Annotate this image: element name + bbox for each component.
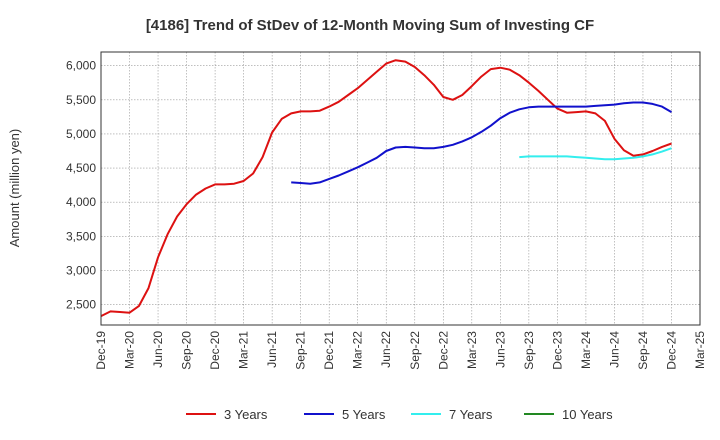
y-tick-label: 4,000 xyxy=(66,195,96,209)
x-tick-label: Dec-19 xyxy=(94,331,108,370)
series-line-3-years xyxy=(100,59,672,317)
legend-label: 10 Years xyxy=(562,407,613,422)
x-tick-label: Dec-20 xyxy=(208,331,222,370)
x-tick-label: Mar-21 xyxy=(237,331,251,369)
x-tick-label: Jun-20 xyxy=(151,331,165,368)
x-axis-ticks: Dec-19 Mar-20 Jun-20 Sep-20 Dec-20 Mar-21 Jun-… xyxy=(94,331,707,370)
x-tick-label: Dec-21 xyxy=(322,331,336,370)
x-tick-label: Sep-23 xyxy=(522,331,536,370)
legend: 3 Years 5 Years 7 Years 10 Years xyxy=(186,407,613,422)
legend-label: 3 Years xyxy=(224,407,268,422)
x-tick-label: Jun-22 xyxy=(379,331,393,368)
y-tick-label: 5,500 xyxy=(66,93,96,107)
y-tick-label: 4,500 xyxy=(66,161,96,175)
x-tick-label: Sep-22 xyxy=(408,331,422,370)
x-tick-label: Sep-20 xyxy=(180,331,194,370)
grid xyxy=(100,52,701,325)
series-lines xyxy=(100,59,673,317)
y-axis-ticks: 2,500 3,000 3,500 4,000 4,500 5,000 5,500 6,000 xyxy=(66,59,96,312)
x-tick-label: Dec-22 xyxy=(436,331,450,370)
x-tick-label: Mar-20 xyxy=(123,331,137,369)
y-tick-label: 2,500 xyxy=(66,298,96,312)
y-tick-label: 3,000 xyxy=(66,263,96,277)
y-tick-label: 6,000 xyxy=(66,59,96,73)
x-tick-label: Mar-24 xyxy=(579,331,593,369)
x-tick-label: Dec-24 xyxy=(664,331,678,370)
x-tick-label: Jun-21 xyxy=(265,331,279,368)
x-tick-label: Mar-23 xyxy=(465,331,479,369)
chart-title: [4186] Trend of StDev of 12-Month Moving… xyxy=(146,17,594,34)
y-axis-label: Amount (million yen) xyxy=(7,129,22,248)
y-tick-label: 3,500 xyxy=(66,229,96,243)
series-line-7-years xyxy=(519,147,672,161)
x-tick-label: Jun-24 xyxy=(607,331,621,368)
x-tick-label: Jun-23 xyxy=(493,331,507,368)
x-tick-label: Mar-22 xyxy=(351,331,365,369)
x-tick-label: Mar-25 xyxy=(693,331,707,369)
plot-frame xyxy=(100,51,701,326)
x-tick-label: Dec-23 xyxy=(550,331,564,370)
y-tick-label: 5,000 xyxy=(66,127,96,141)
legend-label: 7 Years xyxy=(449,407,493,422)
legend-label: 5 Years xyxy=(342,407,386,422)
x-tick-label: Sep-24 xyxy=(636,331,650,370)
series-line-5-years xyxy=(291,101,673,185)
x-tick-label: Sep-21 xyxy=(294,331,308,370)
